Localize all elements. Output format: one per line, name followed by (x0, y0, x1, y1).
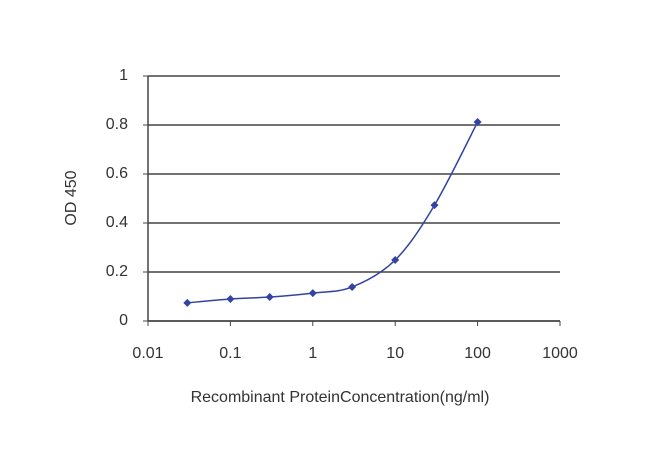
x-tick-label: 10 (386, 345, 404, 362)
y-tick-label: 0.2 (106, 263, 128, 280)
x-tick-label: 1 (308, 345, 317, 362)
y-axis-label: OD 450 (63, 170, 80, 225)
x-tick-label: 1000 (542, 345, 578, 362)
data-point (430, 201, 439, 210)
data-point (183, 298, 192, 307)
data-point (308, 289, 317, 298)
y-tick-label: 0 (119, 312, 128, 329)
data-line (187, 121, 479, 304)
data-point (391, 255, 400, 264)
data-point (348, 282, 357, 291)
x-tick-label: 100 (464, 345, 491, 362)
y-tick-label: 0.4 (106, 214, 128, 231)
data-point (473, 118, 482, 127)
x-axis-label: Recombinant ProteinConcentration(ng/ml) (191, 389, 490, 406)
data-point (265, 292, 274, 301)
data-point (226, 294, 235, 303)
y-tick-label: 1 (119, 67, 128, 84)
x-tick-label: 0.1 (219, 345, 241, 362)
x-tick-label: 0.01 (132, 345, 163, 362)
y-tick-label: 0.6 (106, 165, 128, 182)
y-tick-label: 0.8 (106, 116, 128, 133)
